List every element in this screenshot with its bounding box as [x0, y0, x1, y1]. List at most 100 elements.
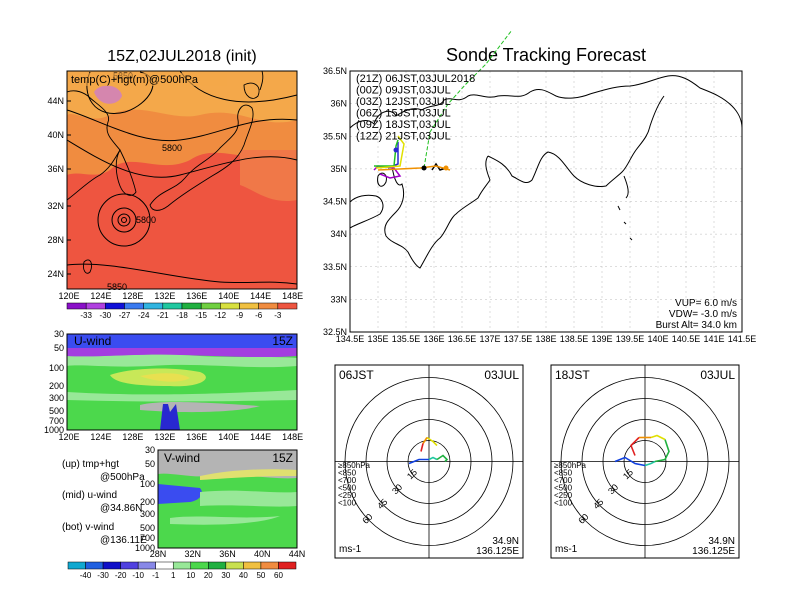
hodograph-ring-label: 45 — [375, 497, 389, 511]
map-lat-label: 44N — [47, 96, 64, 106]
hodograph-lat: 34.9N — [492, 536, 519, 547]
temp-colorbar-label: -3 — [274, 311, 282, 320]
tracking-lon-label: 136E — [423, 334, 444, 344]
vwind-label: V-wind — [164, 451, 200, 465]
tracking-title: Sonde Tracking Forecast — [446, 45, 646, 65]
contour-label-south: 5850 — [107, 282, 127, 292]
wind-colorbar: -40 -30 -20 -10 -1 1 10 20 30 40 50 60 — [67, 561, 297, 580]
temp-colorbar-segment — [220, 302, 240, 310]
tracking-lat-label: 35N — [330, 164, 347, 174]
wind-colorbar-segment — [172, 561, 192, 570]
temp-colorbar-segment — [143, 302, 164, 310]
wind-colorbar-label: -40 — [80, 571, 92, 580]
wind-colorbar-label: 20 — [204, 571, 213, 580]
hodograph-trace-segment — [420, 443, 424, 452]
tracking-lat-label: 36N — [330, 99, 347, 109]
hodograph-level-label: <700 — [554, 476, 573, 485]
uwind-lon-label: 148E — [282, 432, 303, 442]
temp-colorbar-label: -30 — [100, 311, 112, 320]
uwind-pressure-label: 30 — [54, 329, 64, 339]
hodograph-ring — [581, 398, 709, 525]
temp-height-map-panel: 15Z,02JUL2018 (init) 5850 5800 5800 5850… — [47, 48, 303, 301]
uwind-pressure-label: 200 — [49, 381, 64, 391]
uwind-lon-label: 144E — [250, 432, 271, 442]
hodograph-unit: ms-1 — [339, 544, 362, 555]
uwind-pressure-label: 500 — [49, 406, 64, 416]
map-lon-label: 120E — [58, 291, 79, 301]
hodograph-ring-label: 15 — [621, 467, 635, 481]
uwind-pressure-label: 1000 — [44, 425, 64, 435]
uwind-pressure-label: 100 — [49, 363, 64, 373]
tracking-frame — [349, 70, 743, 333]
tracking-lon-label: 139E — [591, 334, 612, 344]
map-title: 15Z,02JUL2018 (init) — [107, 48, 256, 65]
hodograph-trace-segment — [654, 439, 670, 463]
tracking-lon-label: 138.5E — [560, 334, 589, 344]
vwind-lat-label: 36N — [219, 549, 236, 559]
hodograph-level-label: <500 — [554, 484, 573, 493]
hodograph-ring-label: 30 — [606, 482, 620, 496]
uwind-lon-label: 132E — [154, 432, 175, 442]
wind-colorbar-label: -30 — [97, 571, 109, 580]
map-purple-blob — [94, 85, 122, 104]
vwind-lower-light — [170, 516, 280, 525]
wind-colorbar-segment — [278, 561, 297, 570]
hodograph-lat: 34.9N — [708, 536, 735, 547]
hodograph-level-label: <100 — [338, 499, 357, 508]
launch-legend-entry: (03Z) 12JST,03JUL — [356, 96, 451, 108]
small-island-2 — [623, 221, 627, 225]
note-bot-bottom: @136.11E — [100, 535, 147, 546]
hodograph-trace-segment — [614, 456, 646, 467]
temp-colorbar-label: -18 — [176, 311, 188, 320]
korea-coastline — [115, 149, 137, 196]
end-point-1 — [421, 165, 427, 171]
tracking-lon-label: 140E — [647, 334, 668, 344]
tracking-lat-axis: 36.5N 36N 35.5N 35N 34.5N 34N 33.5N 33N 32.5N — [323, 66, 347, 337]
hodograph-level-label: ≥850hPa — [554, 461, 587, 470]
typhoon-contour-inner — [117, 213, 131, 227]
temp-colorbar-label: -12 — [215, 311, 227, 320]
tracking-lon-label: 134.5E — [336, 334, 365, 344]
wind-colorbar-label: -10 — [132, 571, 144, 580]
map-lon-label: 140E — [218, 291, 239, 301]
temp-colorbar-label: -21 — [157, 311, 169, 320]
uwind-light-band — [67, 354, 297, 368]
note-bot-top: (bot) v-wind — [62, 522, 114, 533]
hodograph-ring-label: 60 — [576, 512, 590, 526]
hodograph-ring — [602, 419, 688, 504]
hodograph-trace-segment — [428, 456, 438, 461]
hodograph-lon: 136.125E — [476, 546, 519, 557]
height-contour-5850 — [66, 139, 298, 178]
hodograph-unit: ms-1 — [555, 544, 578, 555]
map-lat-label: 32N — [47, 201, 64, 211]
ise-bay-coastline — [487, 95, 665, 187]
small-island-3 — [629, 237, 633, 241]
uwind-lon-label: 128E — [122, 432, 143, 442]
temp-colorbar-segment — [277, 302, 298, 310]
wind-colorbar-segment — [190, 561, 209, 570]
hodograph-ring — [560, 377, 730, 546]
map-lat-label: 36N — [47, 164, 64, 174]
tracking-lon-label: 139.5E — [616, 334, 645, 344]
vwind-yellow-streak — [200, 469, 297, 480]
uwind-lon-label: 120E — [58, 432, 79, 442]
vwind-pressure-label: 1000 — [135, 543, 155, 553]
vwind-lat-label: 44N — [289, 549, 306, 559]
typhoon-contour-mid — [111, 207, 137, 233]
uwind-jet-core-inner — [140, 373, 190, 382]
hodograph-trace-segment — [436, 454, 449, 463]
shikoku-coastline — [349, 194, 384, 229]
map-lat-label: 40N — [47, 130, 64, 140]
map-lon-label: 136E — [186, 291, 207, 301]
wind-colorbar-segment — [155, 561, 174, 570]
hodograph-trace-segment — [408, 458, 429, 465]
temp-colorbar-segment — [105, 302, 125, 310]
izu-peninsula — [623, 175, 629, 199]
vwind-pressure-label: 50 — [145, 459, 155, 469]
tracking-lat-label: 32.5N — [323, 327, 347, 337]
uwind-typhoon-spike — [160, 404, 180, 430]
map-lat-label: 28N — [47, 235, 64, 245]
